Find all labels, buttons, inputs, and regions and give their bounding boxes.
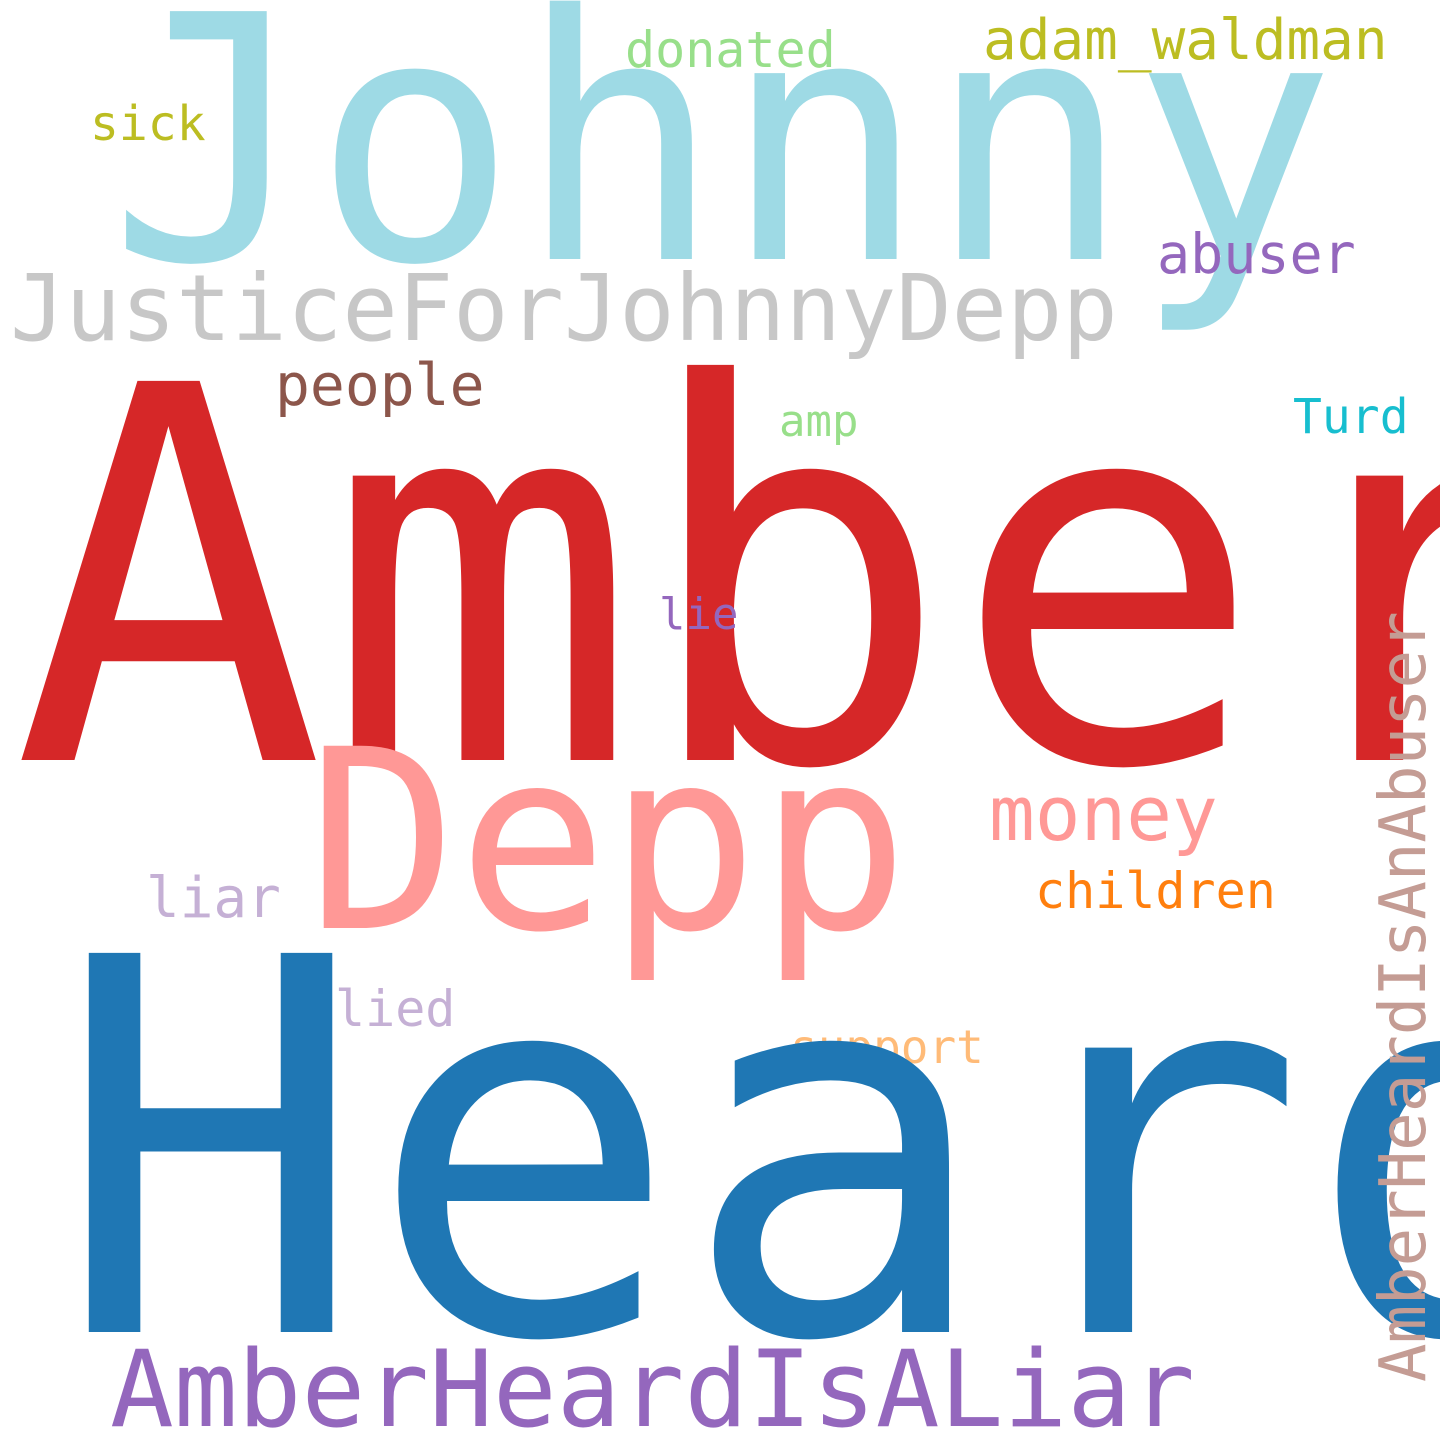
word-lied: lied (335, 980, 456, 1038)
word-heard: Heard (54, 849, 1440, 1440)
word-lie: lie (659, 589, 739, 640)
word-liar: liar (146, 866, 281, 931)
word-children: children (1035, 862, 1276, 920)
word-amberheardisaliar: AmberHeardIsALiar (110, 1328, 1195, 1440)
word-donated: donated (625, 21, 836, 79)
word-adam-waldman: adam_waldman (983, 8, 1388, 73)
word-amp: amp (779, 396, 859, 447)
word-johnny: Johnny (108, 0, 1337, 340)
word-justicefor-johnnydepp: JusticeForJohnnyDepp (10, 255, 1118, 362)
word-abuser: abuser (1157, 222, 1356, 286)
word-amber: Amber (12, 277, 1440, 883)
word-money: money (989, 769, 1218, 858)
word-people: people (275, 351, 485, 419)
word-amberheardisanabuser: AmberHeardIsAnAbuser (1367, 611, 1440, 1382)
word-depp: Depp (307, 696, 910, 987)
word-support: support (790, 1020, 984, 1074)
word-sick: sick (90, 96, 206, 152)
word-turd: Turd (1293, 389, 1409, 445)
